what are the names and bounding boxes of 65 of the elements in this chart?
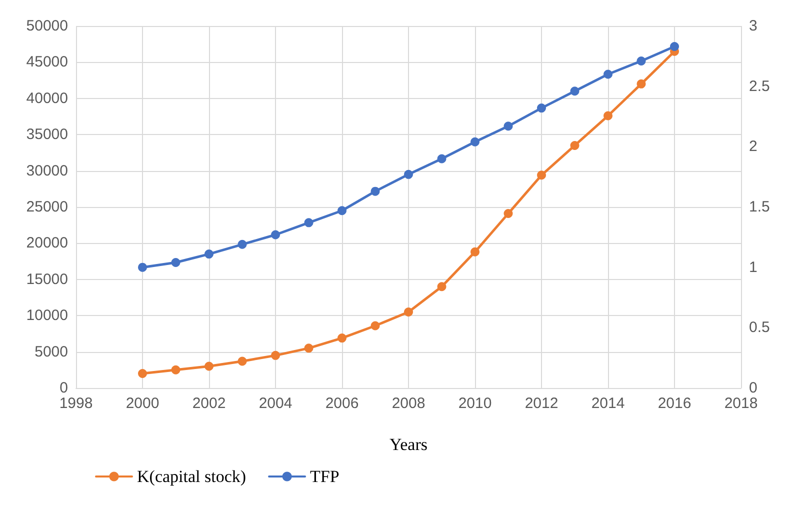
y-tick-label: 40000	[26, 90, 68, 107]
point	[171, 365, 180, 374]
point	[204, 362, 214, 371]
point	[504, 122, 513, 131]
point	[338, 206, 346, 216]
point	[204, 250, 214, 259]
point	[537, 104, 546, 113]
x-tick-label: 2006	[325, 395, 359, 412]
y2-tick-label: 2	[749, 138, 758, 156]
x-tick-label: 2018	[724, 395, 758, 412]
x-tick-label: 2010	[458, 395, 492, 412]
point	[238, 356, 247, 366]
y2-tick-label: 3	[749, 18, 758, 34]
point	[437, 282, 446, 292]
point	[604, 70, 612, 79]
x-tick-label: 2002	[192, 395, 226, 412]
y-tick-label: 45000	[26, 54, 68, 71]
point	[271, 350, 280, 360]
y-tick-label: 50000	[26, 18, 68, 34]
point	[404, 170, 413, 179]
point	[636, 79, 646, 88]
point	[537, 170, 546, 180]
y-tick-label: 20000	[26, 234, 68, 252]
y-tick-label: 15000	[26, 270, 68, 288]
x-tick-label: 1998	[59, 395, 93, 412]
x-tick-label: 2016	[658, 395, 692, 412]
y-tick-label: 35000	[26, 126, 68, 144]
y2-tick-label: 1	[749, 258, 758, 276]
point	[171, 258, 180, 268]
x-tick-label: 2012	[524, 395, 558, 412]
point	[670, 42, 679, 52]
point	[238, 240, 247, 249]
point	[370, 186, 380, 196]
point	[470, 247, 480, 256]
x-tick-label: 2014	[591, 395, 625, 412]
y-tick-label: 30000	[26, 162, 68, 180]
y2-tick-label: 0.5	[749, 319, 770, 336]
point	[570, 86, 580, 96]
legend-label: K(capital stock)	[137, 467, 246, 486]
point	[437, 154, 446, 164]
point	[138, 262, 147, 272]
point	[370, 321, 380, 330]
point	[570, 140, 580, 150]
y2-tick-label: 1.5	[749, 198, 770, 216]
x-tick-label: 2008	[392, 395, 426, 412]
y-tick-label: 0	[60, 380, 68, 396]
x-tick-label: 2000	[126, 395, 160, 412]
point	[604, 111, 612, 120]
point	[271, 230, 280, 240]
y2-tick-label: 2.5	[749, 78, 770, 95]
x-axis-title: Years	[390, 435, 428, 454]
legend-label: TFP	[310, 467, 340, 486]
point	[304, 218, 314, 228]
point	[404, 307, 413, 316]
y-tick-label: 10000	[26, 307, 68, 324]
x-tick-label: 2004	[258, 395, 292, 412]
point	[338, 334, 346, 343]
point	[138, 369, 147, 378]
y2-tick-label: 0	[749, 380, 758, 396]
y-tick-label: 5000	[34, 343, 68, 360]
y-tick-label: 25000	[26, 198, 68, 216]
point	[304, 344, 314, 353]
point	[470, 137, 480, 146]
point	[504, 209, 513, 218]
point	[636, 56, 646, 66]
